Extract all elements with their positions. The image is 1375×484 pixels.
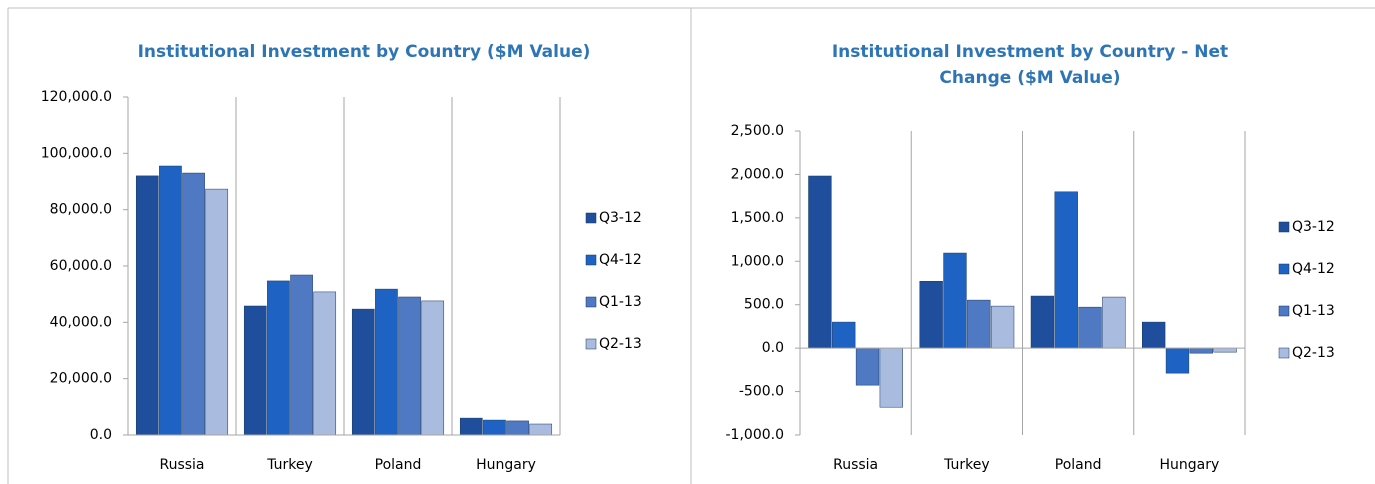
legend-swatch xyxy=(1278,221,1290,233)
chart-title: Institutional Investment by Country - Ne… xyxy=(832,42,1228,62)
legend-label: Q3-12 xyxy=(1292,219,1335,235)
bar xyxy=(375,288,398,436)
bar xyxy=(808,175,832,349)
bar xyxy=(483,419,506,436)
bar xyxy=(879,347,903,408)
y-tick-label: 2,000.0 xyxy=(731,166,784,182)
bar xyxy=(1165,347,1190,374)
bar xyxy=(943,252,967,349)
bar xyxy=(1213,347,1237,353)
x-tick-label: Hungary xyxy=(1159,457,1219,473)
legend-swatch xyxy=(1278,347,1290,359)
y-tick-label: 0.0 xyxy=(762,340,784,356)
y-tick-label: 0.0 xyxy=(90,427,112,443)
bar xyxy=(1054,191,1078,349)
x-tick-label: Turkey xyxy=(943,457,990,473)
bar xyxy=(1078,306,1102,349)
y-tick-label: -500.0 xyxy=(739,384,784,400)
legend-label: Q1-13 xyxy=(1292,303,1335,319)
bar xyxy=(1189,347,1213,354)
bar xyxy=(529,423,553,436)
y-tick-label: 80,000.0 xyxy=(50,202,112,218)
bar xyxy=(159,165,182,436)
chart-title: Change ($M Value) xyxy=(939,68,1120,88)
bar xyxy=(990,305,1015,349)
y-tick-label: 1,000.0 xyxy=(731,253,784,269)
bar xyxy=(398,296,421,436)
y-tick-label: 100,000.0 xyxy=(41,145,112,161)
legend-label: Q1-13 xyxy=(599,294,642,310)
bar xyxy=(1142,321,1166,349)
legend-label: Q2-13 xyxy=(1292,345,1335,361)
bar xyxy=(182,172,205,436)
bar xyxy=(1030,295,1055,349)
x-tick-label: Russia xyxy=(159,457,204,473)
bar xyxy=(290,274,313,436)
legend-swatch xyxy=(585,254,597,266)
y-tick-label: 500.0 xyxy=(744,297,784,313)
legend-swatch xyxy=(1278,263,1290,275)
y-tick-label: 60,000.0 xyxy=(50,258,112,274)
legend-label: Q4-12 xyxy=(1292,261,1335,277)
bar xyxy=(506,420,529,436)
bar xyxy=(351,308,375,436)
bar xyxy=(421,300,445,436)
y-tick-label: 1,500.0 xyxy=(731,210,784,226)
bar xyxy=(967,299,991,349)
legend-swatch xyxy=(1278,305,1290,317)
legend-swatch xyxy=(585,296,597,308)
bar xyxy=(1102,296,1126,349)
y-tick-label: -1,000.0 xyxy=(726,427,785,443)
x-tick-label: Poland xyxy=(1055,457,1102,473)
bar xyxy=(459,417,483,436)
chart-title: Institutional Investment by Country ($M … xyxy=(138,42,591,62)
bar xyxy=(855,347,880,386)
x-tick-label: Russia xyxy=(833,457,878,473)
bar xyxy=(919,281,943,349)
legend-swatch xyxy=(585,338,597,350)
bar xyxy=(243,305,267,436)
bar xyxy=(313,291,337,436)
legend-swatch xyxy=(585,212,597,224)
legend-label: Q4-12 xyxy=(599,252,642,268)
legend-label: Q3-12 xyxy=(599,210,642,226)
x-tick-label: Poland xyxy=(375,457,422,473)
y-tick-label: 40,000.0 xyxy=(50,314,112,330)
y-tick-label: 2,500.0 xyxy=(731,123,784,139)
bar xyxy=(135,175,159,436)
x-tick-label: Turkey xyxy=(266,457,313,473)
x-tick-label: Hungary xyxy=(476,457,536,473)
bar xyxy=(205,188,229,436)
y-tick-label: 120,000.0 xyxy=(41,89,112,105)
bar xyxy=(267,280,290,436)
legend-label: Q2-13 xyxy=(599,336,642,352)
bar xyxy=(832,321,856,349)
y-tick-label: 20,000.0 xyxy=(50,371,112,387)
